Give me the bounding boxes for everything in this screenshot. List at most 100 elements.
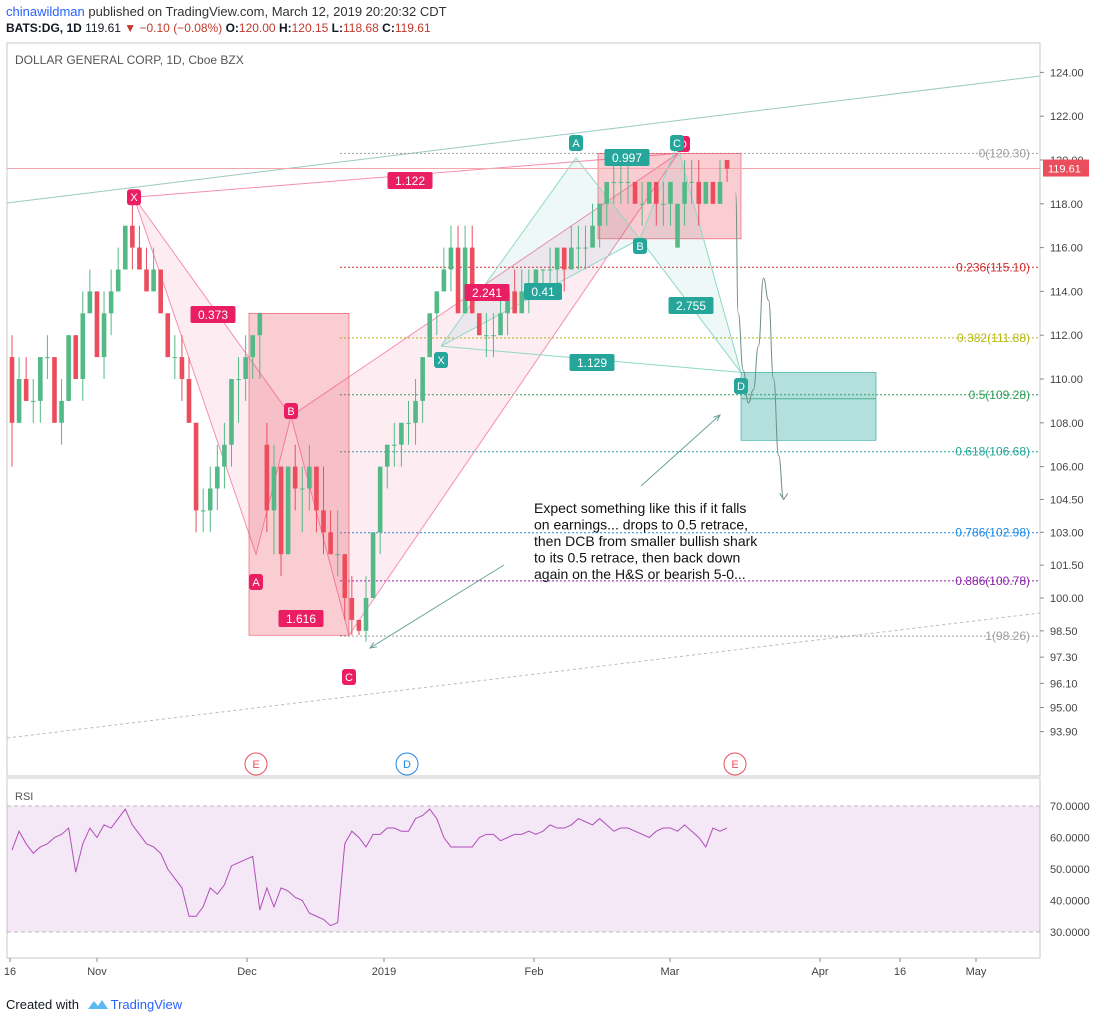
tradingview-brand[interactable]: TradingView — [110, 997, 183, 1012]
ratio-badge — [464, 284, 510, 301]
price-change: ▼ −0.10 (−0.08%) — [124, 21, 223, 35]
y-tick-label: 97.30 — [1050, 652, 1078, 664]
candle-body — [222, 444, 227, 467]
candle-body — [384, 444, 390, 467]
y-tick-label: 95.00 — [1050, 703, 1078, 715]
harmonic-point-label: A — [572, 138, 580, 150]
annotation-text-line: again on the H&S or bearish 5-0... — [534, 566, 746, 582]
rsi-tick-label: 30.0000 — [1050, 927, 1090, 939]
ratio-label: 1.616 — [286, 612, 316, 626]
y-tick-label: 100.00 — [1050, 593, 1084, 605]
candle-body — [122, 225, 128, 270]
rsi-tick-label: 70.0000 — [1050, 801, 1090, 813]
candle-body — [243, 357, 248, 379]
candle-body — [172, 357, 178, 359]
candle-body — [292, 466, 298, 489]
candle-body — [16, 379, 22, 423]
candle-body — [80, 313, 86, 379]
open-value: 120.00 — [238, 21, 276, 35]
candle-body — [186, 379, 192, 423]
candle-body — [427, 313, 433, 358]
candle-body — [533, 269, 539, 292]
candle-body — [632, 181, 638, 204]
candle-body — [299, 488, 305, 490]
candle-body — [625, 181, 631, 183]
harmonic-point-badge — [434, 352, 448, 368]
y-tick-label: 108.00 — [1050, 418, 1084, 430]
price-pane-frame — [6, 42, 1041, 777]
candle-body — [604, 181, 610, 204]
candle-body — [689, 181, 694, 183]
harmonic-point-badge — [670, 135, 684, 151]
harmonic-point-badge — [342, 669, 356, 685]
harmonic-point-label: X — [437, 355, 445, 367]
rsi-pane-frame — [6, 777, 1041, 959]
fib-level-label: 0.236(115.10) — [956, 260, 1030, 274]
x-tick-label: 16 — [894, 966, 906, 978]
candle-body — [349, 598, 355, 620]
created-with-label: Created with — [6, 997, 79, 1012]
candle-body — [370, 532, 376, 598]
y-tick-label: 112.00 — [1050, 330, 1083, 342]
annotation-text-line: on earnings... drops to 0.5 retrace, — [534, 517, 748, 533]
ratio-label: 0.997 — [612, 151, 642, 165]
y-tick-label: 96.10 — [1050, 678, 1078, 690]
candle-body — [278, 466, 284, 555]
candle-body — [675, 203, 680, 248]
candle-body — [250, 335, 256, 358]
harmonic-point-label: X — [130, 192, 138, 204]
candle-body — [108, 291, 114, 314]
high-label: H: — [278, 21, 292, 35]
candle-body — [519, 291, 525, 314]
candle-body — [335, 554, 340, 556]
y-tick-label: 106.00 — [1050, 462, 1084, 474]
candle-body — [307, 466, 312, 489]
candle-body — [399, 422, 404, 445]
projected-path — [735, 192, 785, 500]
y-tick-label: 110.00 — [1050, 374, 1083, 386]
y-tick-label: 122.00 — [1050, 111, 1084, 123]
candle-body — [639, 203, 645, 205]
close-label: C: — [382, 21, 395, 35]
ratio-label: 0.373 — [198, 308, 228, 322]
candle-body — [264, 444, 270, 511]
x-tick-label: Apr — [811, 966, 828, 978]
buy-zone-box — [740, 372, 877, 441]
candle-body — [356, 619, 362, 631]
candle-body — [215, 466, 220, 489]
target-zone-box — [248, 312, 350, 636]
y-tick-label: 118.00 — [1050, 199, 1083, 211]
candle-body — [717, 181, 723, 204]
candle-body — [462, 247, 468, 314]
x-tick-label: Feb — [525, 966, 544, 978]
publish-text: published on TradingView.com, March 12, … — [88, 4, 447, 19]
low-value: 118.68 — [343, 21, 379, 35]
candle-body — [207, 488, 213, 511]
candle-body — [583, 247, 588, 249]
candle-body — [87, 291, 93, 314]
candle-body — [66, 335, 71, 401]
footer: Created with TradingView — [6, 997, 182, 1012]
annotation-arrow-up-head — [713, 414, 721, 422]
fib-level-label: 0.618(106.68) — [955, 445, 1030, 459]
candle-body — [73, 335, 79, 379]
candle-body — [646, 181, 652, 204]
event-marker — [244, 752, 268, 776]
harmonic-point-label: B — [287, 406, 294, 418]
candle-body — [434, 291, 440, 314]
ratio-badge — [668, 297, 714, 314]
projected-path-arrowhead — [779, 493, 789, 501]
candle-body — [94, 291, 100, 358]
y-tick-label: 98.50 — [1050, 626, 1078, 638]
author-link[interactable]: chinawildman — [6, 4, 85, 19]
candle-body — [512, 291, 517, 314]
harmonic-point-badge — [127, 189, 141, 206]
harmonic-point-label: A — [252, 577, 260, 589]
ratio-badge — [190, 306, 236, 323]
candle-body — [314, 466, 319, 511]
fib-level-label: 0.786(102.98) — [955, 526, 1030, 540]
event-marker-label: E — [252, 759, 259, 771]
annotation-arrow-down-head — [368, 641, 377, 649]
ratio-label: 1.129 — [577, 356, 607, 370]
